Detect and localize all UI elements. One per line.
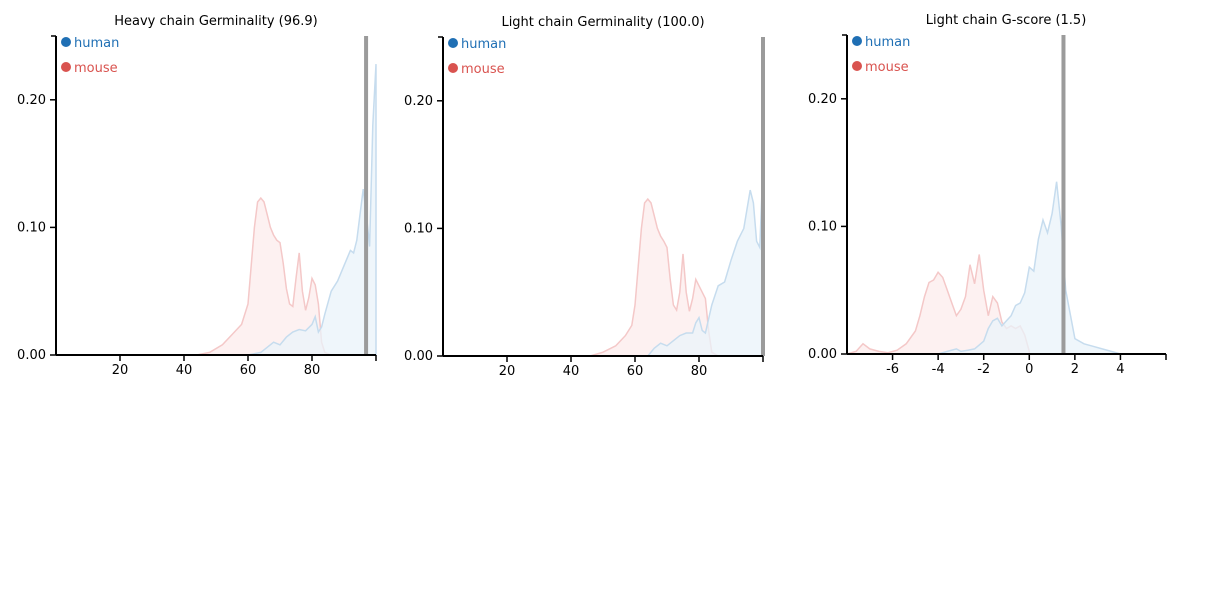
human-density-area (646, 164, 764, 357)
chart-title: Light chain Germinality (100.0) (501, 15, 704, 30)
human-legend-dot (852, 36, 862, 46)
mouse-legend-dot (852, 61, 862, 71)
mouse-legend-dot (61, 62, 71, 72)
chart-title: Heavy chain Germinality (96.9) (114, 14, 318, 29)
human-legend-label: human (461, 37, 506, 52)
y-tick-label: 0.20 (808, 92, 837, 107)
mouse-legend-dot (448, 63, 458, 73)
x-tick-label: 40 (563, 364, 580, 379)
x-tick-label: 20 (499, 364, 516, 379)
mouse-legend-label: mouse (865, 60, 909, 75)
y-tick-label: 0.10 (17, 220, 46, 235)
mouse-density-area (196, 196, 332, 356)
x-tick-label: 20 (112, 363, 129, 378)
human-legend-dot (448, 38, 458, 48)
chart-2: 0.00 0.10 0.20 20 40 60 80 Light chain Germinal… (404, 15, 765, 379)
x-tick-label: 60 (627, 364, 644, 379)
y-tick-label: 0.20 (404, 94, 433, 109)
x-tick-label: 2 (1071, 362, 1079, 377)
y-tick-label: 0.00 (808, 347, 837, 362)
y-tick-label: 0.00 (404, 349, 433, 364)
y-tick-label: 0.10 (404, 221, 433, 236)
y-tick-label: 0.20 (17, 93, 46, 108)
human-legend-label: human (74, 36, 119, 51)
x-tick-label: 0 (1025, 362, 1033, 377)
human-legend-label: human (865, 35, 910, 50)
x-tick-label: 80 (691, 364, 708, 379)
y-tick-label: 0.00 (17, 348, 46, 363)
x-tick-label: -4 (932, 362, 945, 377)
human-legend-dot (61, 37, 71, 47)
x-tick-label: 60 (240, 363, 257, 378)
chart-1: 0.00 0.10 0.20 20 40 60 80 Heavy chain Germinal… (17, 14, 377, 378)
human-density-area (937, 181, 1121, 355)
x-tick-label: 4 (1116, 362, 1124, 377)
x-tick-label: -2 (977, 362, 990, 377)
x-tick-label: -6 (886, 362, 899, 377)
x-tick-label: 80 (304, 363, 321, 378)
y-tick-label: 0.10 (808, 219, 837, 234)
chart-3: 0.00 0.10 0.20 -6 -4 -2 0 2 4 Light chain G-score… (808, 13, 1167, 377)
x-tick-label: 40 (176, 363, 193, 378)
mouse-density-area (589, 197, 721, 357)
chart-title: Light chain G-score (1.5) (926, 13, 1087, 28)
mouse-legend-label: mouse (74, 61, 118, 76)
mouse-legend-label: mouse (461, 62, 505, 77)
